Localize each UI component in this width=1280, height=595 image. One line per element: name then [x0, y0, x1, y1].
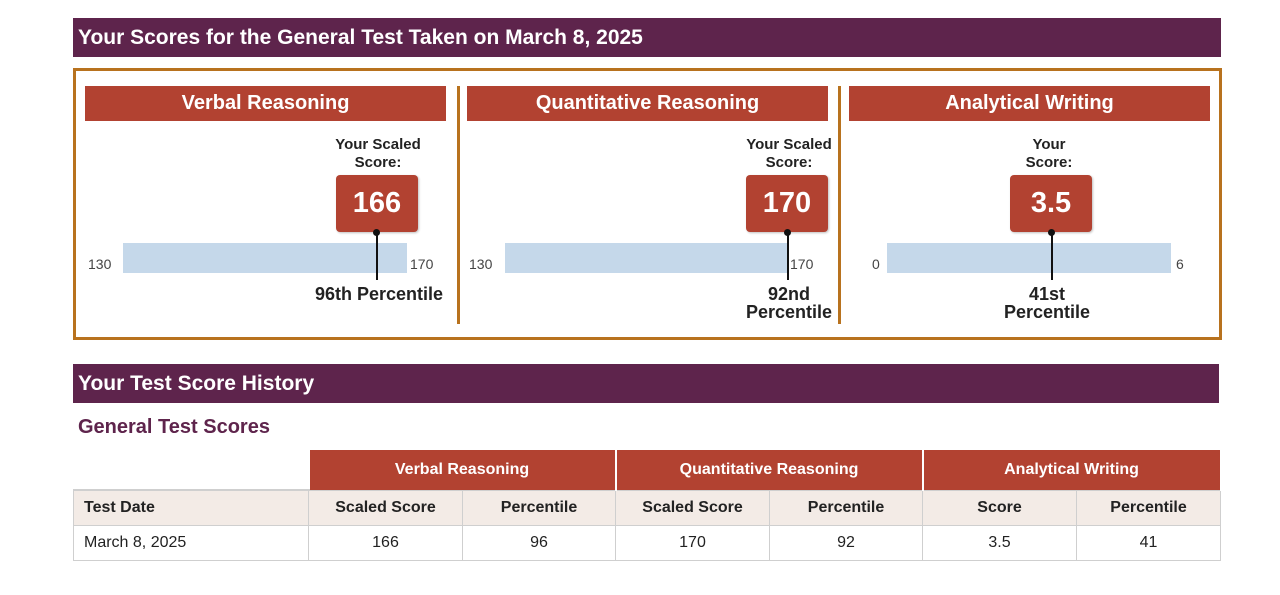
verbal-reasoning-title: Verbal Reasoning: [85, 86, 446, 121]
writing-scale-bar: [887, 243, 1171, 273]
col-verbal-scaled-score: Scaled Score: [308, 489, 463, 526]
cell-verbal-scaled-score: 166: [308, 524, 463, 561]
col-quant-scaled-score: Scaled Score: [615, 489, 771, 526]
general-test-scores-title: General Test Scores: [78, 416, 270, 438]
col-verbal-percentile: Percentile: [461, 489, 617, 526]
scores-header: Your Scores for the General Test Taken o…: [73, 18, 1221, 57]
cell-quant-scaled-score: 170: [615, 524, 771, 561]
group-analytical-writing: Analytical Writing: [921, 450, 1222, 490]
col-writing-percentile: Percentile: [1076, 489, 1222, 526]
history-header: Your Test Score History: [73, 364, 1219, 403]
quantitative-max-label: 170: [790, 256, 814, 272]
verbal-score-box: 166: [336, 175, 418, 232]
quantitative-reasoning-section: Quantitative Reasoning Your Scaled Score…: [460, 71, 838, 337]
quantitative-scale-bar: [505, 243, 788, 273]
col-quant-percentile: Percentile: [769, 489, 924, 526]
cell-quant-percentile: 92: [769, 524, 924, 561]
group-verbal-reasoning: Verbal Reasoning: [307, 450, 617, 490]
verbal-needle: [376, 232, 378, 280]
cell-verbal-percentile: 96: [461, 524, 617, 561]
quantitative-reasoning-title: Quantitative Reasoning: [467, 86, 828, 121]
score-history-table: Verbal Reasoning Quantitative Reasoning …: [73, 450, 1222, 561]
quantitative-percentile-label: 92nd Percentile: [745, 284, 833, 322]
cell-writing-percentile: 41: [1076, 524, 1222, 561]
writing-percentile-label: 41st Percentile: [1003, 284, 1091, 322]
quantitative-score-box: 170: [746, 175, 828, 232]
cell-writing-score: 3.5: [922, 524, 1078, 561]
verbal-max-label: 170: [410, 256, 434, 272]
writing-min-label: 0: [872, 256, 880, 272]
section-divider-1: [457, 86, 460, 324]
verbal-reasoning-section: Verbal Reasoning Your Scaled Score: 166 …: [76, 71, 458, 337]
quantitative-your-score-label: Your Scaled Score:: [746, 136, 832, 171]
table-column-header-row: Test Date Scaled Score Percentile Scaled…: [73, 489, 1222, 526]
table-group-header-row: Verbal Reasoning Quantitative Reasoning …: [73, 450, 1222, 491]
cell-test-date: March 8, 2025: [73, 524, 309, 561]
analytical-writing-title: Analytical Writing: [849, 86, 1210, 121]
scores-panel: Verbal Reasoning Your Scaled Score: 166 …: [73, 68, 1222, 340]
group-quantitative-reasoning: Quantitative Reasoning: [614, 450, 924, 490]
writing-your-score-label: Your Score:: [1025, 136, 1073, 171]
verbal-your-score-label: Your Scaled Score:: [335, 136, 421, 171]
col-test-date: Test Date: [73, 489, 309, 526]
quantitative-min-label: 130: [469, 256, 493, 272]
analytical-writing-section: Analytical Writing Your Score: 3.5 0 6 4…: [841, 71, 1219, 337]
writing-max-label: 6: [1176, 256, 1184, 272]
verbal-scale-bar: [123, 243, 407, 273]
col-writing-score: Score: [922, 489, 1078, 526]
table-row: March 8, 2025 166 96 170 92 3.5 41: [73, 524, 1222, 561]
verbal-min-label: 130: [88, 256, 112, 272]
writing-needle: [1051, 232, 1053, 280]
writing-score-box: 3.5: [1010, 175, 1092, 232]
verbal-percentile-label: 96th Percentile: [314, 284, 444, 304]
quantitative-needle: [787, 232, 789, 280]
table-blank-cell: [73, 450, 309, 491]
section-divider-2: [838, 86, 841, 324]
